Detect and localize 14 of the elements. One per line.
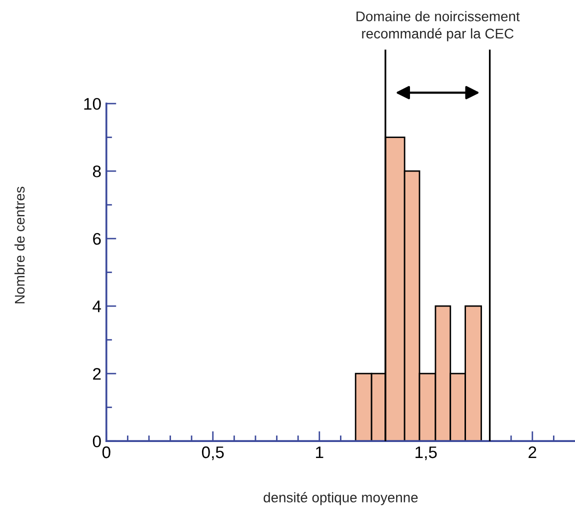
y-axis-title: Nombre de centres xyxy=(14,186,25,304)
text: Domaine de noircissement recommandé par la CEC xyxy=(356,11,520,42)
x-tick-label: 1 xyxy=(316,446,324,458)
y-tick-label: 6 xyxy=(93,232,101,245)
y-tick-label: 4 xyxy=(92,300,102,312)
x-tick-label: 0,5 xyxy=(202,446,224,460)
x-axis-title: densité optique moyenne xyxy=(264,492,418,506)
x-tick-label: 0 xyxy=(102,446,110,458)
y-tick-label: 2 xyxy=(93,368,101,380)
y-tick-label: 0 xyxy=(92,435,101,448)
x-tick-label: 1,5 xyxy=(416,446,437,460)
x-tick-label: 2 xyxy=(528,446,536,458)
y-tick-label: 10 xyxy=(84,98,101,110)
y-tick-label: 8 xyxy=(92,165,101,178)
